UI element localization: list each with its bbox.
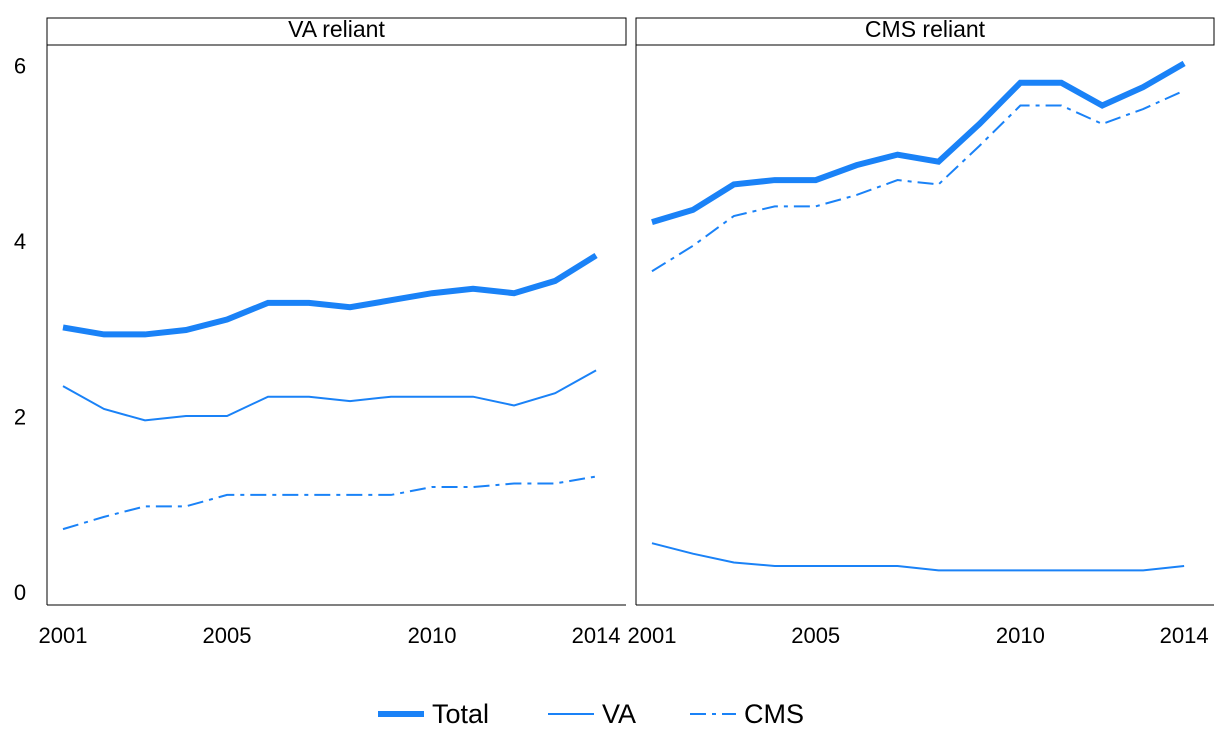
- series-line: [651, 89, 1185, 273]
- x-tick-label: 2001: [627, 623, 676, 648]
- y-tick-label: 0: [14, 580, 26, 605]
- x-tick-label: 2010: [996, 623, 1045, 648]
- x-tick-label: 2001: [39, 623, 88, 648]
- series-line: [651, 542, 1185, 572]
- x-tick-label: 2014: [572, 623, 621, 648]
- x-tick-label: 2014: [1160, 623, 1209, 648]
- x-tick-label: 2010: [408, 623, 457, 648]
- strip: [635, 17, 1215, 46]
- y-tick-label: 2: [14, 404, 26, 429]
- series-line: [62, 252, 598, 338]
- legend-label: VA: [602, 699, 636, 729]
- strip-title: CMS reliant: [865, 16, 986, 42]
- strip-title: VA reliant: [288, 16, 385, 42]
- y-tick-label: 4: [14, 229, 26, 254]
- legend-label: CMS: [744, 699, 804, 729]
- x-tick-label: 2005: [203, 623, 252, 648]
- series-line: [62, 369, 597, 422]
- x-tick-label: 2005: [791, 623, 840, 648]
- legend-label: Total: [432, 699, 489, 729]
- strip: [46, 17, 627, 46]
- series-line: [62, 475, 597, 531]
- y-tick-label: 6: [14, 54, 26, 79]
- series-line: [651, 60, 1186, 226]
